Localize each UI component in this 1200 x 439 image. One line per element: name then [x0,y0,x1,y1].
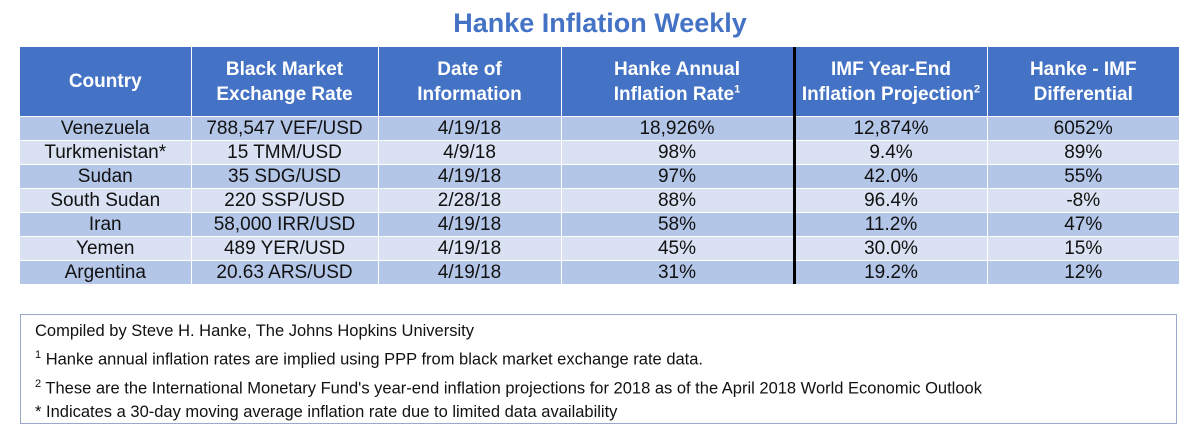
cell-date: 4/19/18 [378,164,562,189]
cell-date: 4/19/18 [378,116,562,141]
cell-date: 4/19/18 [378,236,562,261]
footnote-2-marker: 2 [35,377,42,390]
cell-hanke-rate: 31% [561,260,796,284]
cell-country: Venezuela [20,116,192,141]
cell-hanke-rate: 98% [561,140,796,165]
cell-imf-projection: 9.4% [794,140,988,165]
header-country: Country [20,47,192,117]
cell-country: Sudan [20,164,192,189]
table-row: Venezuela 788,547 VEF/USD 4/19/18 18,926… [20,116,1179,141]
table-header-row: Country Black Market Exchange Rate Date o… [20,47,1179,117]
cell-differential: -8% [987,188,1179,213]
footnote-1-marker: 1 [35,349,42,361]
inflation-table: Country Black Market Exchange Rate Date o… [20,47,1179,284]
footnotes-box: Compiled by Steve H. Hanke, The Johns Ho… [20,314,1177,424]
cell-exchange-rate: 35 SDG/USD [191,164,379,189]
cell-exchange-rate: 58,000 IRR/USD [191,212,379,237]
cell-imf-projection: 11.2% [794,212,988,237]
table-row: Turkmenistan* 15 TMM/USD 4/9/18 98% 9.4%… [20,140,1179,165]
compiled-by-note: Compiled by Steve H. Hanke, The Johns Ho… [35,322,474,340]
cell-country: South Sudan [20,188,192,213]
header-date: Date of Information [378,47,562,117]
cell-country: Argentina [20,260,192,284]
header-imf-projection: IMF Year-End Inflation Projection2 [794,47,988,117]
cell-imf-projection: 96.4% [794,188,988,213]
cell-hanke-rate: 58% [561,212,796,237]
cell-imf-projection: 19.2% [794,260,988,284]
footnote-1: 1 Hanke annual inflation rates are impli… [35,349,704,369]
table-row: Yemen 489 YER/USD 4/19/18 45% 30.0% 15% [20,236,1179,261]
header-differential: Hanke - IMF Differential [987,47,1179,117]
cell-exchange-rate: 788,547 VEF/USD [191,116,379,141]
cell-hanke-rate: 97% [561,164,796,189]
table-row: South Sudan 220 SSP/USD 2/28/18 88% 96.4… [20,188,1179,213]
footnote-asterisk: * Indicates a 30-day moving average infl… [35,403,618,421]
cell-exchange-rate: 489 YER/USD [191,236,379,261]
header-hanke-rate: Hanke Annual Inflation Rate1 [561,47,796,117]
cell-differential: 55% [987,164,1179,189]
cell-date: 4/9/18 [378,140,562,165]
cell-date: 4/19/18 [378,212,562,237]
cell-country: Iran [20,212,192,237]
header-exchange-rate: Black Market Exchange Rate [191,47,379,117]
cell-differential: 12% [987,260,1179,284]
cell-date: 4/19/18 [378,260,562,284]
table-row: Iran 58,000 IRR/USD 4/19/18 58% 11.2% 47… [20,212,1179,237]
cell-imf-projection: 12,874% [794,116,988,141]
cell-country: Yemen [20,236,192,261]
cell-differential: 15% [987,236,1179,261]
cell-differential: 89% [987,140,1179,165]
cell-imf-projection: 42.0% [794,164,988,189]
cell-date: 2/28/18 [378,188,562,213]
cell-hanke-rate: 88% [561,188,796,213]
cell-exchange-rate: 220 SSP/USD [191,188,379,213]
cell-exchange-rate: 20.63 ARS/USD [191,260,379,284]
cell-imf-projection: 30.0% [794,236,988,261]
footnote-2: 2 These are the International Monetary F… [35,377,982,398]
table-row: Argentina 20.63 ARS/USD 4/19/18 31% 19.2… [20,260,1179,284]
cell-exchange-rate: 15 TMM/USD [191,140,379,165]
table-row: Sudan 35 SDG/USD 4/19/18 97% 42.0% 55% [20,164,1179,189]
cell-differential: 6052% [987,116,1179,141]
cell-hanke-rate: 18,926% [561,116,796,141]
cell-hanke-rate: 45% [561,236,796,261]
page-title: Hanke Inflation Weekly [453,8,747,38]
cell-differential: 47% [987,212,1179,237]
cell-country: Turkmenistan* [20,140,192,165]
